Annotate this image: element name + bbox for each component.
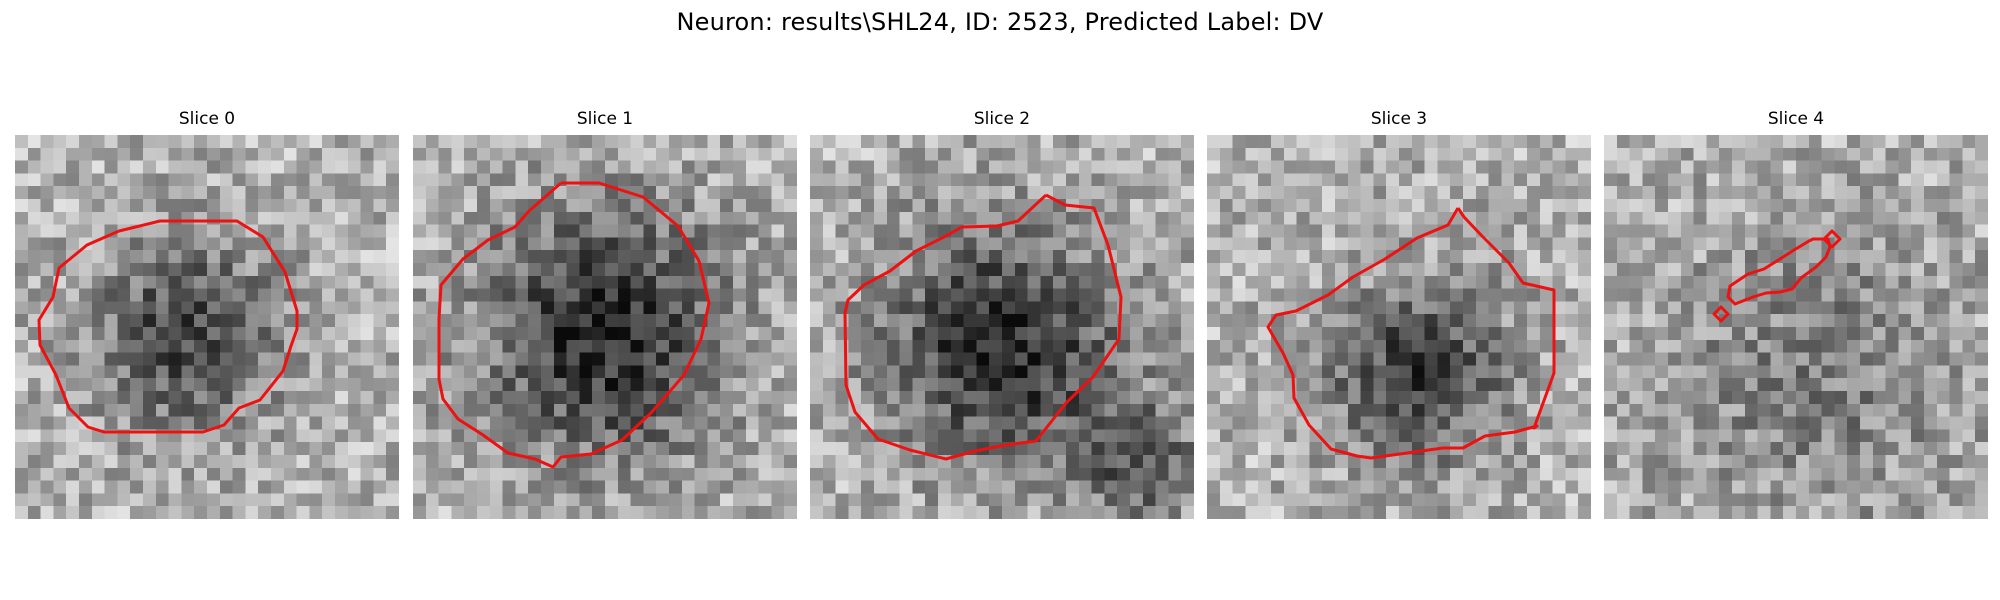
roi-contour-1 (437, 181, 711, 469)
slice-panel-2: Slice 2 (810, 106, 1194, 519)
slice-overlay-2 (843, 193, 1123, 461)
slice-image-0 (15, 135, 399, 519)
slice-pixels-1 (413, 135, 797, 519)
slice-title-1: Slice 1 (576, 109, 634, 129)
roi-contour-2 (843, 193, 1123, 461)
slice-overlay-4 (1712, 229, 1842, 323)
roi-contour-4b (1822, 229, 1842, 249)
slice-image-1 (413, 135, 797, 519)
slice-image-2 (810, 135, 1194, 519)
roi-contour-0 (37, 219, 299, 434)
slice-title-0: Slice 0 (178, 109, 236, 129)
roi-contour-4a (1726, 237, 1832, 306)
slice-overlay-0 (37, 219, 299, 434)
figure-title: Neuron: results\SHL24, ID: 2523, Predict… (676, 8, 1324, 36)
slice-pixels-2 (810, 135, 1194, 519)
slice-panel-1: Slice 1 (413, 106, 797, 519)
slice-panel-0: Slice 0 (15, 106, 399, 519)
slice-overlay-3 (1266, 207, 1556, 460)
slice-panel-4: Slice 4 (1604, 106, 1988, 519)
roi-contour-3 (1266, 207, 1556, 460)
slice-image-4 (1604, 135, 1988, 519)
roi-contour-4c (1712, 305, 1730, 323)
slice-panel-3: Slice 3 (1207, 106, 1591, 519)
slice-title-3: Slice 3 (1370, 109, 1428, 129)
slice-overlay-1 (437, 181, 711, 469)
slice-pixels-4 (1604, 135, 1988, 519)
slice-image-3 (1207, 135, 1591, 519)
slice-title-2: Slice 2 (973, 109, 1031, 129)
slice-pixels-0 (15, 135, 399, 519)
slice-title-4: Slice 4 (1767, 109, 1825, 129)
